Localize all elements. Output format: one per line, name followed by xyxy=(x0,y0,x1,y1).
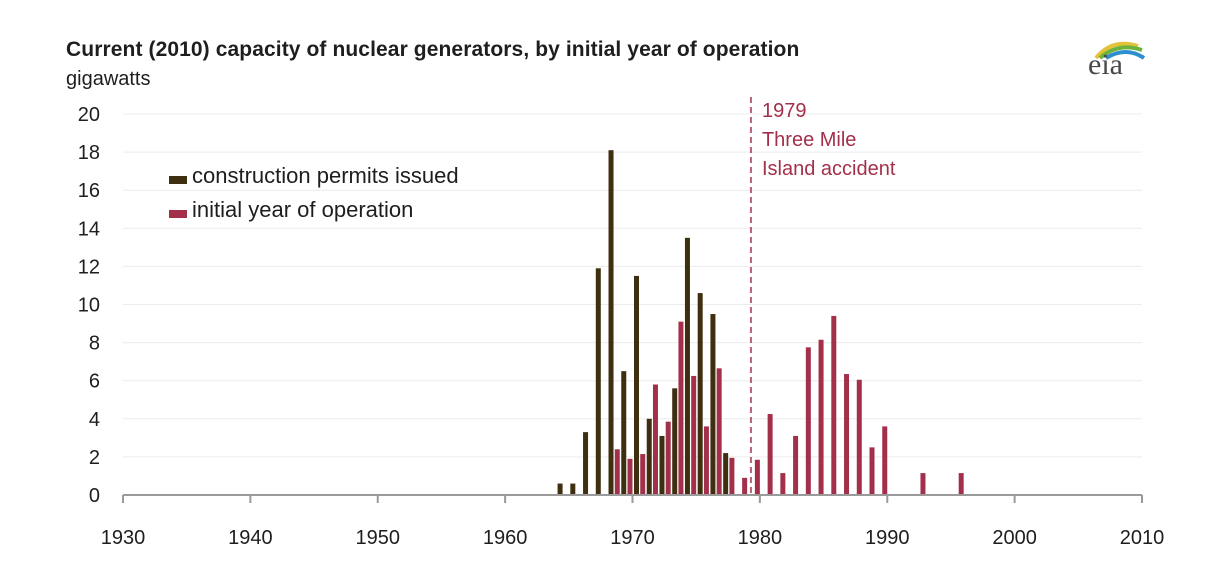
bar-initial-operation xyxy=(920,473,926,495)
bar-initial-operation xyxy=(869,447,875,495)
x-tick-label: 1960 xyxy=(483,527,528,549)
bar-construction-permits xyxy=(672,388,678,495)
bar-construction-permits xyxy=(659,435,665,495)
annotation-text: 1979 xyxy=(762,100,807,122)
bar-construction-permits xyxy=(595,268,601,495)
bar-initial-operation xyxy=(958,473,964,495)
bar-construction-permits xyxy=(583,432,589,495)
y-tick-label: 10 xyxy=(78,295,100,317)
annotation-text: Three Mile xyxy=(762,129,856,151)
y-tick-label: 8 xyxy=(89,333,100,355)
eia-logo-icon: eia xyxy=(1088,41,1146,78)
y-tick-label: 2 xyxy=(89,447,100,469)
legend-label: construction permits issued xyxy=(192,163,459,188)
x-tick-label: 1980 xyxy=(738,527,783,549)
y-tick-label: 4 xyxy=(89,409,100,431)
x-tick-label: 1930 xyxy=(101,527,146,549)
eia-logo-text: eia xyxy=(1088,48,1123,78)
bar-initial-operation xyxy=(793,435,799,495)
x-tick-label: 2000 xyxy=(992,527,1037,549)
bars xyxy=(557,150,964,495)
y-axis-unit-label: gigawatts xyxy=(66,68,151,90)
bar-initial-operation xyxy=(831,315,837,495)
bar-initial-operation xyxy=(818,339,824,495)
bar-initial-operation xyxy=(729,457,735,495)
chart-title: Current (2010) capacity of nuclear gener… xyxy=(66,38,800,61)
bar-construction-permits xyxy=(684,237,690,495)
bar-initial-operation xyxy=(665,421,671,495)
bar-initial-operation xyxy=(716,368,722,495)
x-tick-label: 1940 xyxy=(228,527,273,549)
legend-swatch xyxy=(169,176,187,184)
bar-initial-operation xyxy=(627,458,633,495)
y-tick-label: 0 xyxy=(89,485,100,507)
x-tick-label: 2010 xyxy=(1120,527,1165,549)
y-tick-label: 6 xyxy=(89,371,100,393)
bar-construction-permits xyxy=(697,293,703,495)
annotation-text: Island accident xyxy=(762,158,896,180)
bar-construction-permits xyxy=(710,314,716,495)
bar-initial-operation xyxy=(614,449,620,495)
y-tick-label: 20 xyxy=(78,104,100,126)
bar-initial-operation xyxy=(767,414,773,495)
legend: construction permits issued initial year … xyxy=(169,163,459,222)
bar-initial-operation xyxy=(691,375,697,495)
bar-construction-permits xyxy=(570,483,576,495)
bar-initial-operation xyxy=(652,384,658,495)
legend-swatch xyxy=(169,210,187,218)
y-tick-label: 18 xyxy=(78,142,100,164)
bar-construction-permits xyxy=(646,418,652,495)
y-tick-label: 12 xyxy=(78,256,100,278)
y-tick-label: 14 xyxy=(78,218,100,240)
bar-initial-operation xyxy=(754,459,760,495)
gridlines xyxy=(123,113,1142,458)
y-axis-ticks: 0 2 4 6 8 10 12 14 16 18 20 xyxy=(78,104,100,507)
bar-initial-operation xyxy=(780,473,786,495)
bar-initial-operation xyxy=(640,454,646,495)
bar-initial-operation xyxy=(882,426,888,495)
bar-initial-operation xyxy=(703,426,709,495)
bar-construction-permits xyxy=(634,275,639,495)
x-axis: 1930 1940 1950 1960 1970 1980 1990 2000 2010 xyxy=(101,494,1165,549)
x-tick-label: 1950 xyxy=(356,527,401,549)
bar-initial-operation xyxy=(856,379,862,495)
x-tick-label: 1990 xyxy=(865,527,910,549)
x-tick-label: 1970 xyxy=(610,527,655,549)
bar-construction-permits xyxy=(621,371,627,495)
bar-initial-operation xyxy=(678,321,684,495)
bar-initial-operation xyxy=(805,347,811,495)
bar-construction-permits xyxy=(608,150,614,495)
legend-label: initial year of operation xyxy=(192,197,413,222)
bar-construction-permits xyxy=(557,483,563,495)
bar-construction-permits xyxy=(723,453,729,495)
y-tick-label: 16 xyxy=(78,180,100,202)
annotation-three-mile-island: 1979 Three Mile Island accident xyxy=(749,97,896,495)
bar-initial-operation xyxy=(844,374,850,495)
bar-initial-operation xyxy=(742,477,748,495)
